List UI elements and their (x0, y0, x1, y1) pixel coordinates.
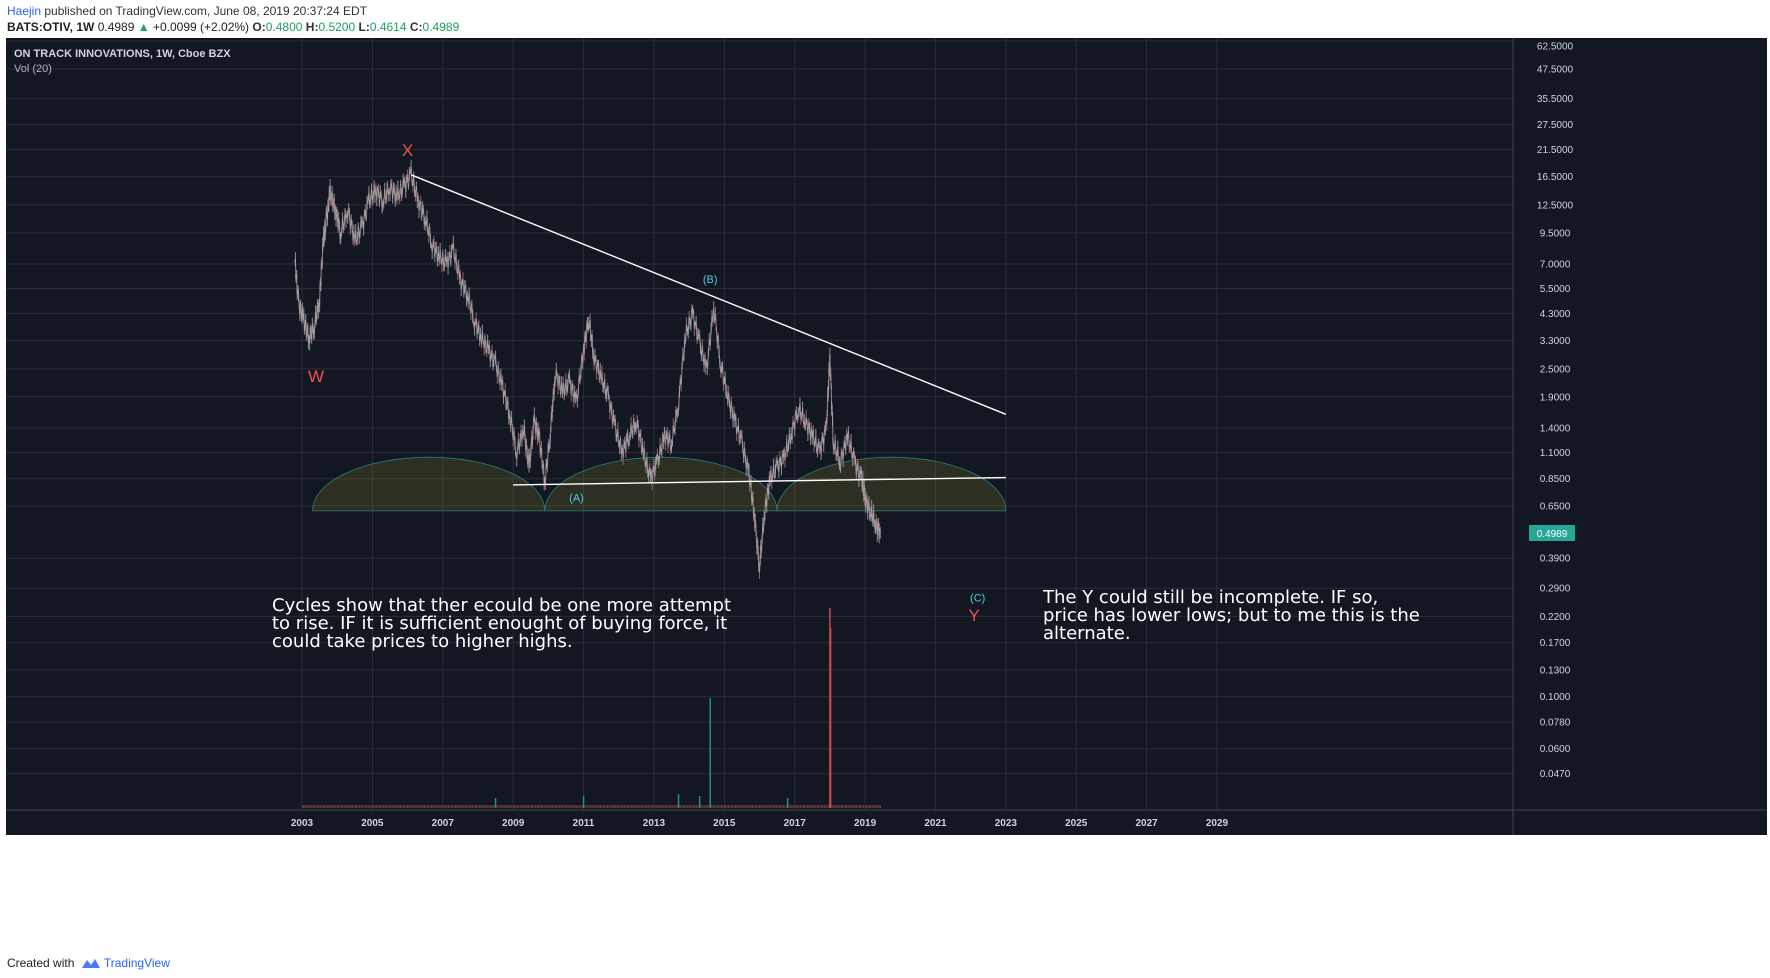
last-price-label: 0.4989 (1537, 529, 1568, 540)
note-text: alternate. (1043, 623, 1131, 644)
last-price: 0.4989 (97, 20, 135, 34)
x-tick-label: 2007 (432, 818, 455, 829)
y-tick-label: 0.0780 (1540, 717, 1571, 728)
tradingview-link[interactable]: TradingView (103, 956, 170, 970)
x-tick-label: 2027 (1135, 818, 1158, 829)
y-tick-label: 0.1700 (1540, 638, 1571, 649)
y-tick-label: 12.5000 (1537, 200, 1574, 211)
wave-label: (A) (569, 492, 584, 504)
y-tick-label: 62.5000 (1537, 42, 1574, 53)
low-value: 0.4614 (369, 20, 407, 34)
note-text: Cycles show that ther ecould be one more… (272, 595, 731, 616)
y-tick-label: 3.3000 (1540, 336, 1571, 347)
y-tick-label: 0.6500 (1540, 502, 1571, 513)
x-tick-label: 2029 (1206, 818, 1229, 829)
wave-label: (B) (703, 274, 718, 286)
grid-lines (6, 38, 1513, 810)
y-tick-label: 16.5000 (1537, 172, 1574, 183)
x-tick-label: 2015 (713, 818, 736, 829)
x-tick-label: 2003 (291, 818, 314, 829)
low-label: L: (358, 20, 370, 34)
y-tick-label: 47.5000 (1537, 64, 1574, 75)
created-with-label: Created with (7, 956, 75, 970)
volume-bars (301, 608, 882, 808)
open-value: 0.4800 (265, 20, 303, 34)
tradingview-logo-icon (81, 959, 100, 968)
note-text: could take prices to higher highs. (272, 631, 573, 652)
price-series (294, 159, 881, 580)
last-price-badge (1529, 524, 1575, 541)
y-tick-label: 0.3900 (1540, 554, 1571, 565)
footer: Created with TradingView (7, 956, 170, 970)
publish-info: Haejin published on TradingView.com, Jun… (7, 4, 367, 18)
x-tick-label: 2019 (854, 818, 877, 829)
author-link[interactable]: Haejin (7, 4, 42, 18)
up-arrow-icon: ▲ (137, 20, 150, 34)
y-tick-label: 0.0470 (1540, 769, 1571, 780)
cycle-arc (776, 456, 1007, 512)
note-text: to rise. IF it is sufficient enought of … (272, 613, 727, 634)
symbol-label: BATS:OTIV, 1W (7, 20, 95, 34)
wave-label: Y (969, 606, 980, 625)
x-tick-label: 2021 (924, 818, 947, 829)
trendline (410, 174, 1007, 415)
trendline (513, 476, 1006, 486)
wave-label: (C) (970, 592, 985, 604)
ohlc-bar: BATS:OTIV, 1W 0.4989 ▲ +0.0099 (+2.02%) … (7, 20, 459, 34)
y-tick-label: 9.5000 (1540, 228, 1571, 239)
y-tick-label: 0.0600 (1540, 744, 1571, 755)
y-tick-label: 27.5000 (1537, 120, 1574, 131)
chart-title: ON TRACK INNOVATIONS, 1W, Cboe BZX (14, 48, 231, 60)
y-tick-label: 0.1000 (1540, 692, 1571, 703)
price-line (294, 166, 881, 573)
y-tick-label: 4.3000 (1540, 309, 1571, 320)
y-tick-label: 1.4000 (1540, 423, 1571, 434)
y-tick-label: 1.9000 (1540, 392, 1571, 403)
y-tick-label: 0.2900 (1540, 584, 1571, 595)
high-label: H: (305, 20, 319, 34)
price-chart[interactable]: X W (B) (A) (C) Y Cycles show that ther ecould… (6, 38, 1767, 835)
wave-label: W (308, 367, 324, 386)
cycle-arc (312, 456, 546, 512)
publish-date: published on TradingView.com, June 08, 2… (41, 4, 368, 18)
x-tick-label: 2013 (643, 818, 666, 829)
y-tick-label: 0.2200 (1540, 612, 1571, 623)
y-tick-label: 21.5000 (1537, 145, 1574, 156)
x-tick-label: 2005 (361, 818, 384, 829)
y-tick-label: 5.5000 (1540, 284, 1571, 295)
y-tick-label: 0.8500 (1540, 474, 1571, 485)
chart-panel[interactable]: X W (B) (A) (C) Y Cycles show that ther ecould… (6, 38, 1767, 835)
price-change: +0.0099 (+2.02%) (152, 20, 250, 34)
close-label: C: (409, 20, 423, 34)
x-tick-label: 2009 (502, 818, 525, 829)
y-tick-label: 7.0000 (1540, 259, 1571, 270)
wave-label: X (402, 141, 413, 160)
note-text: The Y could still be incomplete. IF so, (1042, 587, 1378, 608)
y-tick-label: 2.5000 (1540, 364, 1571, 375)
note-text: price has lower lows; but to me this is … (1043, 605, 1420, 626)
y-tick-label: 35.5000 (1537, 94, 1574, 105)
close-value: 0.4989 (422, 20, 460, 34)
volume-indicator-label: Vol (20) (14, 63, 52, 75)
y-tick-label: 0.1300 (1540, 665, 1571, 676)
y-tick-label: 1.1000 (1540, 448, 1571, 459)
x-tick-label: 2023 (995, 818, 1018, 829)
x-tick-label: 2017 (784, 818, 807, 829)
open-label: O: (252, 20, 266, 34)
x-tick-label: 2011 (573, 818, 595, 829)
high-value: 0.5200 (318, 20, 356, 34)
x-tick-label: 2025 (1065, 818, 1088, 829)
